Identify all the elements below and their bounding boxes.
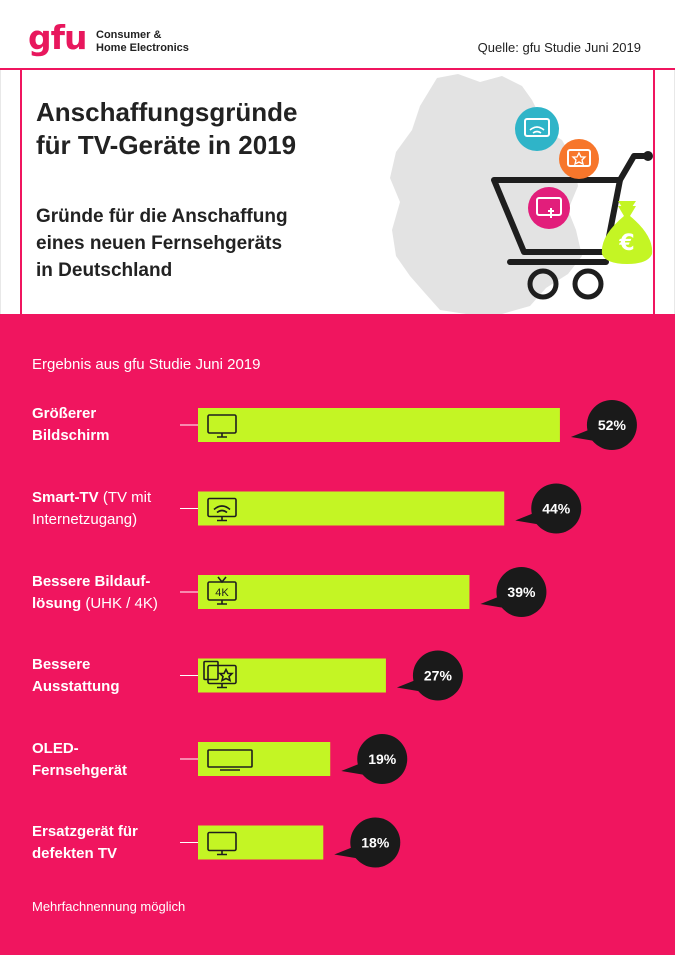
title-line1: Anschaffungsgründe: [36, 97, 298, 127]
category-0-line2: Bildschirm: [32, 427, 110, 444]
category-2-line2-rest: (UHK / 4K): [81, 595, 158, 612]
category-label-3: Bessere Ausstattung: [32, 654, 192, 698]
category-label-4: OLED- Fernsehgerät: [32, 738, 192, 782]
category-1-line1-bold: Smart-TV: [32, 489, 99, 506]
cart-wheel-right-icon: [572, 268, 604, 300]
tv-icon-5: [207, 831, 237, 856]
value-label-1: 44%: [542, 501, 571, 517]
value-label-5: 18%: [361, 835, 390, 851]
category-4-line1: OLED-: [32, 740, 79, 757]
category-3-line1: Bessere: [32, 656, 91, 673]
source-note: Quelle: gfu Studie Juni 2019: [477, 40, 641, 55]
value-label-0: 52%: [598, 417, 627, 433]
euro-symbol: €: [618, 231, 634, 256]
logo-tagline-line1: Consumer &: [96, 29, 162, 41]
category-5-line2: defekten TV: [32, 845, 118, 862]
category-4-line2: Fernsehgerät: [32, 762, 128, 779]
tv-4k-icon-2: 4K: [207, 576, 237, 605]
value-bubble-1: [531, 483, 582, 534]
page-title: Anschaffungsgründe für TV-Geräte in 2019: [36, 96, 366, 162]
category-0-line1: Größerer: [32, 405, 97, 422]
subtitle-line3: in Deutschland: [36, 260, 173, 281]
category-3-line2: Ausstattung: [32, 678, 120, 695]
category-label-1: Smart-TV (TV mit Internetzugang): [32, 487, 192, 531]
tv-star-bubble-icon: [559, 139, 599, 179]
value-label-4: 19%: [368, 751, 397, 767]
value-bubble-3: [412, 650, 463, 701]
footnote: Mehrfachnennung möglich: [32, 899, 186, 914]
bar-2: [198, 575, 470, 609]
tv-star-icon-3: [203, 660, 237, 689]
value-label-2: 39%: [507, 584, 536, 600]
category-2-line1: Bessere Bildauf-: [32, 573, 151, 590]
title-line2: für TV-Geräte in 2019: [36, 130, 297, 160]
value-bubble-5: [350, 817, 401, 868]
result-label: Ergebnis aus gfu Studie Juni 2019: [32, 356, 261, 373]
cart-handle-knob: [643, 151, 653, 161]
page-subtitle: Gründe für die Anschaffung eines neuen F…: [36, 203, 376, 284]
category-label-5: Ersatzgerät für defekten TV: [32, 821, 192, 865]
svg-text:4K: 4K: [215, 587, 229, 599]
bar-0: [198, 408, 560, 442]
intro-panel: € Anschaffungsgründe für TV-Geräte in 20…: [20, 70, 655, 314]
category-1-line1-rest: (TV mit: [98, 489, 152, 506]
value-bubble-0: [586, 400, 637, 450]
smart-tv-wifi-icon-1: [207, 497, 237, 522]
shopping-illustration: €: [390, 74, 653, 314]
tv-icon-0: [207, 414, 237, 438]
category-label-0: Größerer Bildschirm: [32, 403, 192, 447]
subtitle-line2: eines neuen Fernsehgeräts: [36, 233, 283, 254]
wifi-tv-bubble-icon: [515, 107, 559, 151]
value-bubble-4: [357, 734, 408, 784]
category-label-2: Bessere Bildauf- lösung (UHK / 4K): [32, 571, 192, 615]
gfu-logo-wordmark: gfu: [28, 18, 87, 57]
subtitle-line1: Gründe für die Anschaffung: [36, 206, 288, 227]
bar-5: [198, 825, 324, 860]
category-2-line2-bold: lösung: [32, 595, 82, 612]
oled-tv-icon-4: [207, 749, 253, 771]
value-label-3: 27%: [424, 668, 453, 684]
category-5-line1: Ersatzgerät für: [32, 823, 138, 840]
bar-4: [198, 742, 331, 776]
bar-1: [198, 491, 505, 526]
euro-money-bag-icon: €: [601, 201, 653, 264]
logo-tagline-line2: Home Electronics: [96, 42, 189, 54]
category-1-line2: Internetzugang): [32, 511, 138, 528]
cart-wheel-left-icon: [527, 268, 559, 300]
header: gfu Consumer & Home Electronics Quelle: …: [0, 0, 675, 70]
value-bubble-2: [496, 567, 547, 617]
